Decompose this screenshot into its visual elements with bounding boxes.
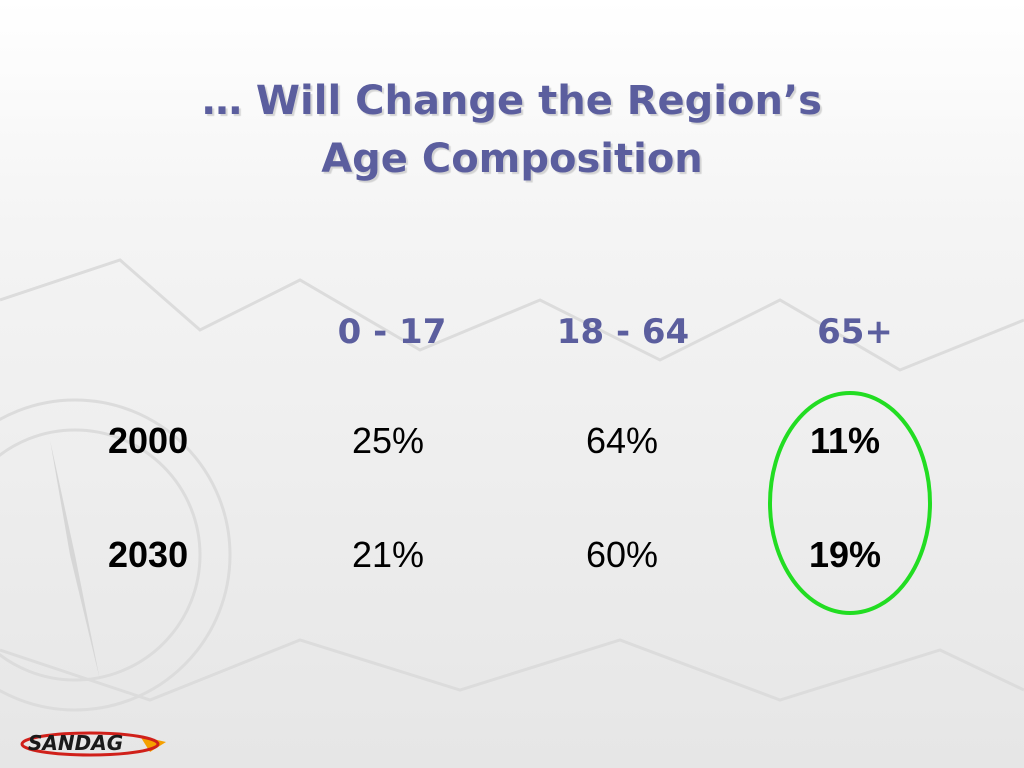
column-header: 0 - 17 [337,312,447,352]
table-cell: 64% [585,420,659,461]
table-cell: 19% [808,534,882,575]
logo: SANDAG [28,731,124,755]
table-cell: 21% [351,534,425,575]
table-cell: 60% [585,534,659,575]
highlight-ellipse [768,391,932,615]
title-line: Age Composition [321,136,703,182]
title-line: … Will Change the Region’s [202,78,822,124]
table-cell: 11% [809,420,881,461]
row-label: 2030 [108,534,189,575]
row-label: 2000 [108,420,189,461]
table-cell: 25% [351,420,425,461]
column-header: 65+ [817,312,893,352]
column-header: 18 - 64 [556,312,690,352]
